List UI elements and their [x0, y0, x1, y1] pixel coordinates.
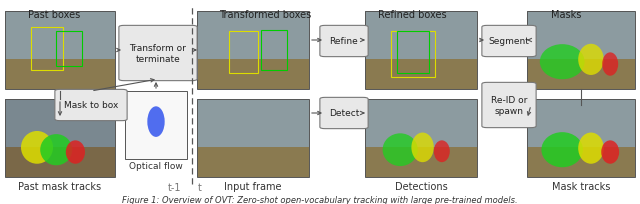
Text: Mask tracks: Mask tracks	[552, 181, 610, 191]
Bar	[197, 60, 309, 90]
Ellipse shape	[578, 44, 604, 76]
Bar	[365, 148, 477, 177]
Bar	[5, 100, 115, 148]
Text: Refined boxes: Refined boxes	[378, 10, 447, 20]
Ellipse shape	[541, 133, 583, 167]
Text: Re-ID or
spawn: Re-ID or spawn	[491, 95, 527, 115]
FancyBboxPatch shape	[55, 90, 127, 121]
Bar	[527, 12, 635, 60]
Text: Segment: Segment	[488, 37, 529, 46]
Bar	[527, 100, 635, 177]
Bar	[5, 100, 115, 177]
Text: Transformed boxes: Transformed boxes	[220, 10, 312, 20]
Ellipse shape	[578, 133, 604, 164]
Bar	[197, 100, 309, 148]
Bar	[125, 92, 187, 159]
Text: t: t	[198, 182, 202, 192]
Ellipse shape	[66, 141, 85, 164]
Bar	[197, 100, 309, 177]
Ellipse shape	[434, 141, 450, 162]
Bar	[229, 31, 258, 74]
Bar	[527, 60, 635, 90]
Bar	[197, 148, 309, 177]
FancyBboxPatch shape	[482, 26, 536, 57]
Bar	[365, 100, 477, 177]
Text: Past boxes: Past boxes	[28, 10, 81, 20]
Bar	[197, 12, 309, 90]
Bar	[390, 31, 435, 78]
Text: t-1: t-1	[168, 182, 182, 192]
Text: Masks: Masks	[551, 10, 582, 20]
Ellipse shape	[21, 131, 53, 164]
FancyBboxPatch shape	[119, 26, 197, 81]
Text: Optical flow: Optical flow	[129, 161, 183, 170]
Bar	[5, 12, 115, 90]
Bar	[365, 60, 477, 90]
FancyBboxPatch shape	[320, 98, 368, 129]
FancyBboxPatch shape	[482, 83, 536, 128]
Ellipse shape	[40, 134, 72, 165]
Text: Past mask tracks: Past mask tracks	[19, 181, 102, 191]
Bar	[5, 148, 115, 177]
Text: Refine: Refine	[330, 37, 358, 46]
Text: Transform or
terminate: Transform or terminate	[129, 44, 186, 64]
Bar	[261, 31, 287, 70]
Bar	[527, 100, 635, 148]
FancyBboxPatch shape	[320, 26, 368, 57]
Ellipse shape	[602, 53, 618, 76]
Ellipse shape	[601, 141, 619, 164]
Bar	[365, 12, 477, 90]
Bar	[5, 60, 115, 90]
Text: Input frame: Input frame	[224, 181, 282, 191]
Ellipse shape	[540, 45, 584, 80]
Text: Detect: Detect	[329, 109, 359, 118]
Bar	[56, 31, 82, 66]
Text: Detections: Detections	[395, 181, 447, 191]
Ellipse shape	[383, 134, 418, 166]
Bar	[5, 12, 115, 60]
Bar	[397, 31, 429, 74]
Bar	[197, 12, 309, 60]
Ellipse shape	[412, 133, 434, 162]
Text: Mask to box: Mask to box	[64, 101, 118, 110]
Bar	[527, 148, 635, 177]
Bar	[365, 100, 477, 148]
Bar	[365, 12, 477, 60]
Ellipse shape	[147, 107, 164, 137]
Bar	[527, 12, 635, 90]
Text: Figure 1: Overview of OVT: Zero-shot open-vocabulary tracking with large pre-tra: Figure 1: Overview of OVT: Zero-shot ope…	[122, 195, 518, 204]
Bar	[31, 28, 63, 70]
